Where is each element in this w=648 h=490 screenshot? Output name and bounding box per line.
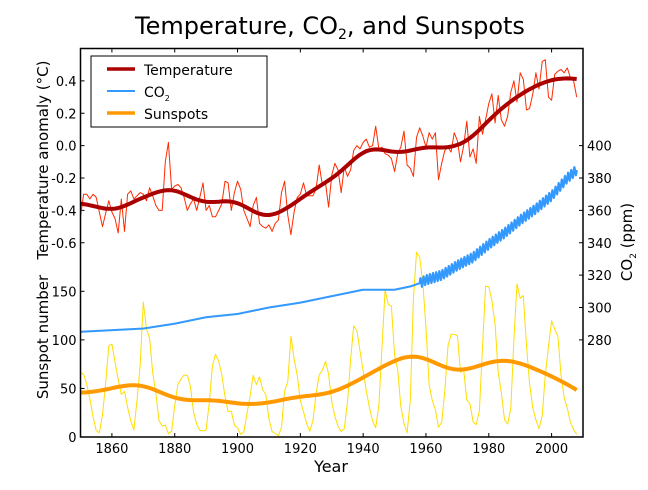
x-tick-label: 2000 <box>535 442 568 457</box>
legend: Temperature CO2 Sunspots <box>90 55 268 128</box>
x-tick-label: 1900 <box>221 442 254 457</box>
sunspots-tick-label: 50 <box>60 382 77 397</box>
chart-title: Temperature, CO2, and Sunspots <box>134 12 525 43</box>
co2-tick-label: 380 <box>587 172 612 187</box>
co2-tick-label: 400 <box>587 140 612 155</box>
sunspots-tick-label: 0 <box>68 431 76 446</box>
temperature-tick-label: -0.2 <box>51 172 76 187</box>
ticks: 1860 1880 1900 1920 1940 1960 1980 2000 -0.6 -0.4… <box>51 48 612 457</box>
co2-tick-label: 300 <box>587 302 612 317</box>
legend-label-temperature: Temperature <box>143 63 233 79</box>
temperature-axis-label: Temperature anomaly (°C) <box>34 61 52 261</box>
x-tick-label: 1980 <box>472 442 505 457</box>
temperature-tick-label: -0.6 <box>51 237 76 252</box>
sunspots-smooth-line <box>80 354 578 406</box>
temperature-tick-label: -0.4 <box>51 204 76 219</box>
temperature-tick-label: 0.2 <box>56 107 77 122</box>
x-tick-label: 1880 <box>158 442 191 457</box>
co2-tick-label: 280 <box>587 334 612 349</box>
plot-frame <box>79 47 584 438</box>
legend-label-co2: CO2 <box>144 85 170 103</box>
temperature-tick-label: 0.0 <box>56 140 77 155</box>
sunspot-axis-label: Sunspot number <box>34 274 52 399</box>
x-axis-label: Year <box>313 457 348 476</box>
co2-tick-label: 320 <box>587 269 612 284</box>
x-tick-label: 1920 <box>284 442 317 457</box>
co2-tick-label: 340 <box>587 237 612 252</box>
x-tick-label: 1860 <box>95 442 128 457</box>
legend-label-sunspots: Sunspots <box>144 107 208 123</box>
co2-line <box>79 166 578 333</box>
x-tick-label: 1960 <box>409 442 442 457</box>
co2-tick-label: 360 <box>587 204 612 219</box>
sunspots-raw-line <box>80 251 578 437</box>
x-tick-label: 1940 <box>347 442 380 457</box>
temperature-smooth-line <box>80 76 577 217</box>
co2-axis-label: CO2 (ppm) <box>618 203 639 281</box>
sunspots-tick-label: 100 <box>52 334 77 349</box>
series-layer <box>79 59 578 437</box>
temperature-tick-label: 0.4 <box>56 75 77 90</box>
sunspots-tick-label: 150 <box>52 285 77 300</box>
